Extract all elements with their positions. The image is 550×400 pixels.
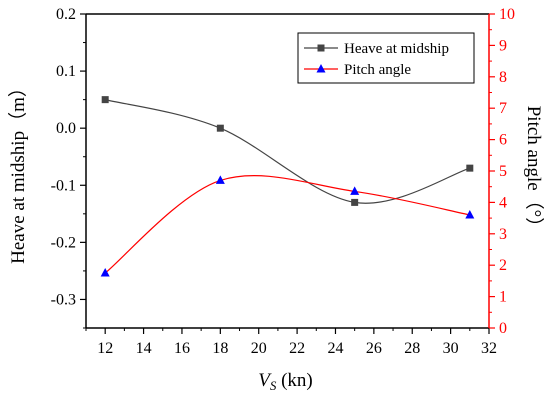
right-y-tick-label: 9 [499,37,507,54]
x-tick-label: 22 [289,340,305,357]
pitch-point [215,175,225,184]
left-y-tick-label: -0.2 [51,234,76,251]
x-tick-label: 30 [443,340,459,357]
pitch-point [100,268,110,277]
left-y-tick-label: 0.1 [56,63,76,80]
x-tick-label: 32 [481,340,497,357]
right-y-tick-label: 7 [499,100,507,117]
left-y-axis-title: Heave at midship（m） [7,78,29,264]
right-y-axis-title: Pitch angle（°） [523,106,545,237]
legend-marker-triangle [316,64,326,73]
right-y-tick-label: 2 [499,257,507,274]
heave-point [101,96,109,104]
right-y-tick-label: 0 [499,320,507,337]
right-y-tick-label: 10 [499,6,515,23]
x-tick-label: 14 [136,340,152,357]
heave-point [216,124,224,132]
x-tick-label: 12 [97,340,113,357]
right-y-tick-label: 6 [499,132,507,149]
heave-point [466,164,474,172]
left-y-tick-label: 0.2 [56,6,76,23]
x-tick-label: 26 [366,340,382,357]
right-y-tick-label: 1 [499,289,507,306]
pitch-point [465,209,475,219]
legend-label: Pitch angle [344,62,411,78]
legend-marker-square [317,44,325,52]
x-axis-title: VS (kn) [258,370,313,393]
legend-box [297,32,475,84]
right-y-tick-label: 8 [499,69,507,86]
x-tick-label: 18 [212,340,228,357]
x-tick-label: 20 [251,340,267,357]
series-line-1 [105,99,470,204]
left-y-tick-label: 0.0 [56,120,76,137]
left-y-tick-label: -0.1 [51,177,76,194]
x-tick-label: 28 [404,340,420,357]
x-tick-label: 16 [174,340,190,357]
right-y-tick-label: 4 [499,194,507,211]
left-y-tick-label: -0.3 [51,291,76,308]
heave-point [351,198,359,206]
series-line-2 [104,174,470,274]
right-y-tick-label: 5 [499,163,507,180]
right-y-tick-label: 3 [499,226,507,243]
pitch-point [350,186,360,195]
legend-label: Heave at midship [344,41,449,57]
x-tick-label: 24 [327,340,343,357]
